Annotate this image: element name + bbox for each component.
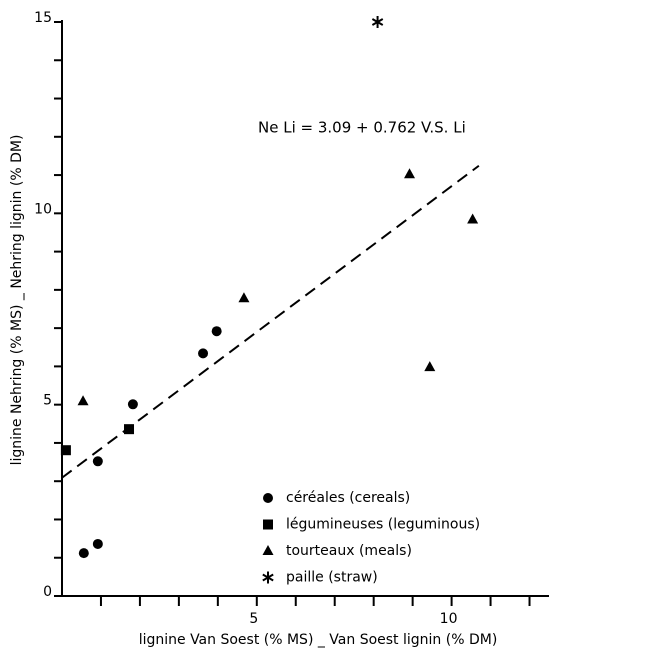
- y-tick-label: 5: [43, 393, 52, 409]
- x-tick-label: 5: [249, 611, 258, 627]
- legend-marker: [263, 493, 273, 503]
- legend-label: paille (straw): [286, 570, 378, 586]
- point: [238, 292, 250, 303]
- point: [211, 326, 222, 337]
- point: [371, 16, 384, 28]
- point: [78, 548, 89, 559]
- legend-label: légumineuses (leguminous): [286, 517, 480, 533]
- legend-label: tourteaux (meals): [286, 543, 412, 559]
- legend-marker: [262, 571, 274, 584]
- y-tick-label: 10: [34, 201, 52, 217]
- legend-marker: [262, 545, 274, 555]
- point: [467, 213, 479, 224]
- y-tick-label: 0: [43, 584, 52, 600]
- x-axis-title: lignine Van Soest (% MS) _ Van Soest lig…: [139, 632, 498, 648]
- point: [198, 348, 209, 359]
- legend-label: céréales (cereals): [286, 490, 410, 506]
- point: [424, 361, 436, 372]
- point: [124, 424, 135, 435]
- annotation: Ne Li = 3.09 + 0.762 V.S. Li: [258, 119, 466, 137]
- point: [92, 456, 103, 467]
- point: [60, 445, 71, 456]
- y-axis-title: lignine Nehring (% MS) _ Nehring lignin …: [9, 135, 25, 466]
- point: [404, 168, 416, 179]
- point: [92, 538, 103, 549]
- legend-marker: [263, 519, 273, 530]
- point: [127, 399, 138, 410]
- y-tick-label: 15: [34, 10, 52, 26]
- x-tick-label: 10: [440, 611, 458, 627]
- point: [77, 395, 89, 406]
